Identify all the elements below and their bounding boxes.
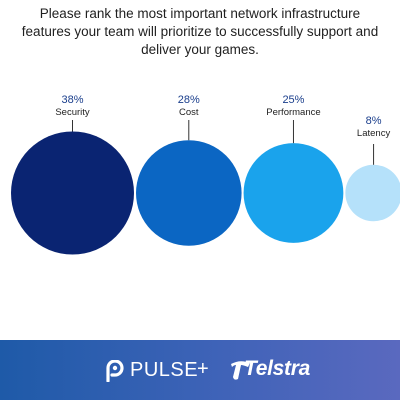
category-label-latency: Latency: [357, 128, 391, 139]
value-label-latency: 8%: [366, 115, 382, 127]
bubble-performance: [243, 143, 344, 243]
bubble-security: [11, 131, 134, 255]
bubble-latency: [345, 164, 400, 222]
telstra-wordmark: Telstra: [244, 357, 310, 380]
category-label-performance: Performance: [266, 107, 320, 118]
pulse-logo: PULSE: [104, 358, 198, 382]
bubble-cost: [136, 140, 242, 246]
pulse-p-icon: [106, 360, 124, 382]
telstra-t-icon: [231, 361, 250, 380]
chart-layer: 38%Security 28%Cost 25%Performance 8%Latenc…: [11, 94, 400, 255]
category-label-cost: Cost: [179, 107, 199, 118]
pulse-wordmark: PULSE: [130, 359, 199, 381]
category-label-security: Security: [55, 107, 90, 118]
survey-question: Please rank the most important network i…: [21, 6, 379, 57]
value-label-performance: 25%: [282, 94, 304, 106]
bubble-chart: 38%Security 28%Cost 25%Performance 8%Latenc…: [11, 94, 400, 255]
telstra-logo: Telstra: [228, 356, 310, 384]
footer-banner: PULSE + Telstra: [0, 340, 400, 400]
value-label-cost: 28%: [178, 94, 200, 106]
value-label-security: 38%: [61, 94, 83, 106]
plus-separator: +: [197, 358, 209, 380]
